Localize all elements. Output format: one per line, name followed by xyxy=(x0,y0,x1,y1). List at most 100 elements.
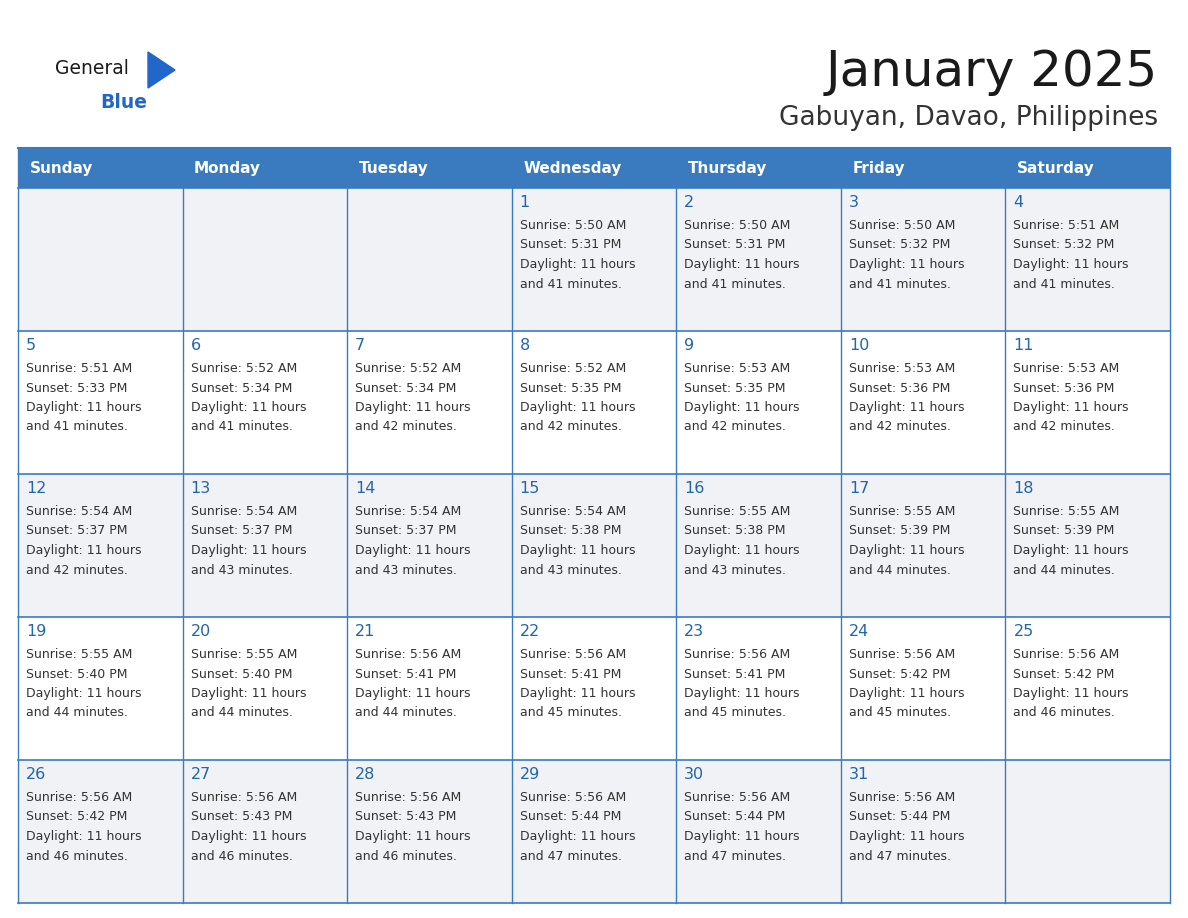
Text: and 42 minutes.: and 42 minutes. xyxy=(519,420,621,433)
Text: Sunset: 5:43 PM: Sunset: 5:43 PM xyxy=(355,811,456,823)
Text: Sunrise: 5:52 AM: Sunrise: 5:52 AM xyxy=(190,362,297,375)
Text: Sunset: 5:34 PM: Sunset: 5:34 PM xyxy=(355,382,456,395)
Text: Sunset: 5:37 PM: Sunset: 5:37 PM xyxy=(26,524,127,538)
Text: and 45 minutes.: and 45 minutes. xyxy=(519,707,621,720)
Text: Daylight: 11 hours: Daylight: 11 hours xyxy=(1013,687,1129,700)
Bar xyxy=(18,617,1170,760)
Text: 22: 22 xyxy=(519,624,541,639)
Text: Sunrise: 5:55 AM: Sunrise: 5:55 AM xyxy=(190,648,297,661)
Text: Sunrise: 5:56 AM: Sunrise: 5:56 AM xyxy=(684,791,790,804)
Text: Sunrise: 5:56 AM: Sunrise: 5:56 AM xyxy=(1013,648,1119,661)
Text: Sunrise: 5:54 AM: Sunrise: 5:54 AM xyxy=(26,505,132,518)
Text: 2: 2 xyxy=(684,195,695,210)
Text: Daylight: 11 hours: Daylight: 11 hours xyxy=(190,401,307,414)
Text: Sunrise: 5:56 AM: Sunrise: 5:56 AM xyxy=(355,791,461,804)
Text: Sunset: 5:32 PM: Sunset: 5:32 PM xyxy=(849,239,950,252)
Text: Sunrise: 5:55 AM: Sunrise: 5:55 AM xyxy=(849,505,955,518)
Text: 27: 27 xyxy=(190,767,210,782)
Text: Sunset: 5:31 PM: Sunset: 5:31 PM xyxy=(684,239,785,252)
Text: Sunrise: 5:53 AM: Sunrise: 5:53 AM xyxy=(1013,362,1119,375)
Text: and 43 minutes.: and 43 minutes. xyxy=(355,564,457,577)
Text: Sunrise: 5:56 AM: Sunrise: 5:56 AM xyxy=(519,791,626,804)
Bar xyxy=(18,148,1170,188)
Text: Sunset: 5:36 PM: Sunset: 5:36 PM xyxy=(1013,382,1114,395)
Text: Sunrise: 5:50 AM: Sunrise: 5:50 AM xyxy=(519,219,626,232)
Text: and 41 minutes.: and 41 minutes. xyxy=(519,277,621,290)
Text: and 42 minutes.: and 42 minutes. xyxy=(1013,420,1116,433)
Text: Daylight: 11 hours: Daylight: 11 hours xyxy=(355,687,470,700)
Text: Daylight: 11 hours: Daylight: 11 hours xyxy=(26,830,141,843)
Text: Sunset: 5:37 PM: Sunset: 5:37 PM xyxy=(190,524,292,538)
Text: Daylight: 11 hours: Daylight: 11 hours xyxy=(684,544,800,557)
Text: Sunrise: 5:56 AM: Sunrise: 5:56 AM xyxy=(190,791,297,804)
Bar xyxy=(18,760,1170,903)
Text: 1: 1 xyxy=(519,195,530,210)
Text: 24: 24 xyxy=(849,624,870,639)
Text: Sunset: 5:40 PM: Sunset: 5:40 PM xyxy=(190,667,292,680)
Text: Daylight: 11 hours: Daylight: 11 hours xyxy=(849,830,965,843)
Text: and 44 minutes.: and 44 minutes. xyxy=(849,564,950,577)
Text: January 2025: January 2025 xyxy=(826,48,1158,96)
Text: Sunrise: 5:55 AM: Sunrise: 5:55 AM xyxy=(684,505,791,518)
Text: 14: 14 xyxy=(355,481,375,496)
Text: Sunset: 5:40 PM: Sunset: 5:40 PM xyxy=(26,667,127,680)
Text: 13: 13 xyxy=(190,481,210,496)
Text: 6: 6 xyxy=(190,338,201,353)
Text: Sunset: 5:39 PM: Sunset: 5:39 PM xyxy=(849,524,950,538)
Text: Friday: Friday xyxy=(852,161,905,175)
Text: Sunset: 5:32 PM: Sunset: 5:32 PM xyxy=(1013,239,1114,252)
Text: and 42 minutes.: and 42 minutes. xyxy=(26,564,128,577)
Text: Saturday: Saturday xyxy=(1017,161,1094,175)
Text: Daylight: 11 hours: Daylight: 11 hours xyxy=(849,544,965,557)
Text: Daylight: 11 hours: Daylight: 11 hours xyxy=(26,544,141,557)
Text: Sunset: 5:35 PM: Sunset: 5:35 PM xyxy=(684,382,785,395)
Text: Daylight: 11 hours: Daylight: 11 hours xyxy=(849,401,965,414)
Text: 25: 25 xyxy=(1013,624,1034,639)
Text: and 41 minutes.: and 41 minutes. xyxy=(26,420,128,433)
Text: 26: 26 xyxy=(26,767,46,782)
Text: Sunset: 5:34 PM: Sunset: 5:34 PM xyxy=(190,382,292,395)
Text: Sunrise: 5:56 AM: Sunrise: 5:56 AM xyxy=(519,648,626,661)
Text: Daylight: 11 hours: Daylight: 11 hours xyxy=(355,830,470,843)
Text: Blue: Blue xyxy=(100,94,147,113)
Text: and 44 minutes.: and 44 minutes. xyxy=(1013,564,1116,577)
Text: Daylight: 11 hours: Daylight: 11 hours xyxy=(190,687,307,700)
Text: 19: 19 xyxy=(26,624,46,639)
Text: Sunrise: 5:54 AM: Sunrise: 5:54 AM xyxy=(190,505,297,518)
Text: Sunset: 5:41 PM: Sunset: 5:41 PM xyxy=(684,667,785,680)
Bar xyxy=(18,474,1170,617)
Text: and 41 minutes.: and 41 minutes. xyxy=(684,277,786,290)
Text: 12: 12 xyxy=(26,481,46,496)
Text: and 47 minutes.: and 47 minutes. xyxy=(684,849,786,863)
Text: Sunrise: 5:50 AM: Sunrise: 5:50 AM xyxy=(684,219,791,232)
Text: Sunday: Sunday xyxy=(30,161,93,175)
Text: Sunrise: 5:51 AM: Sunrise: 5:51 AM xyxy=(26,362,132,375)
Text: and 45 minutes.: and 45 minutes. xyxy=(684,707,786,720)
Text: 23: 23 xyxy=(684,624,704,639)
Text: and 47 minutes.: and 47 minutes. xyxy=(849,849,950,863)
Bar xyxy=(18,188,1170,331)
Text: Sunset: 5:36 PM: Sunset: 5:36 PM xyxy=(849,382,950,395)
Text: Daylight: 11 hours: Daylight: 11 hours xyxy=(519,830,636,843)
Text: 10: 10 xyxy=(849,338,870,353)
Text: 4: 4 xyxy=(1013,195,1024,210)
Text: Sunset: 5:44 PM: Sunset: 5:44 PM xyxy=(849,811,950,823)
Text: Sunset: 5:35 PM: Sunset: 5:35 PM xyxy=(519,382,621,395)
Text: 31: 31 xyxy=(849,767,870,782)
Text: Daylight: 11 hours: Daylight: 11 hours xyxy=(190,830,307,843)
Text: Tuesday: Tuesday xyxy=(359,161,429,175)
Text: Sunset: 5:43 PM: Sunset: 5:43 PM xyxy=(190,811,292,823)
Text: and 44 minutes.: and 44 minutes. xyxy=(355,707,457,720)
Text: and 42 minutes.: and 42 minutes. xyxy=(355,420,457,433)
Text: and 43 minutes.: and 43 minutes. xyxy=(519,564,621,577)
Text: Sunrise: 5:56 AM: Sunrise: 5:56 AM xyxy=(26,791,132,804)
Text: Sunset: 5:41 PM: Sunset: 5:41 PM xyxy=(519,667,621,680)
Text: Daylight: 11 hours: Daylight: 11 hours xyxy=(519,544,636,557)
Text: Sunset: 5:38 PM: Sunset: 5:38 PM xyxy=(519,524,621,538)
Text: 16: 16 xyxy=(684,481,704,496)
Text: Daylight: 11 hours: Daylight: 11 hours xyxy=(519,258,636,271)
Text: Sunrise: 5:52 AM: Sunrise: 5:52 AM xyxy=(519,362,626,375)
Text: 15: 15 xyxy=(519,481,541,496)
Text: Daylight: 11 hours: Daylight: 11 hours xyxy=(190,544,307,557)
Text: Daylight: 11 hours: Daylight: 11 hours xyxy=(519,401,636,414)
